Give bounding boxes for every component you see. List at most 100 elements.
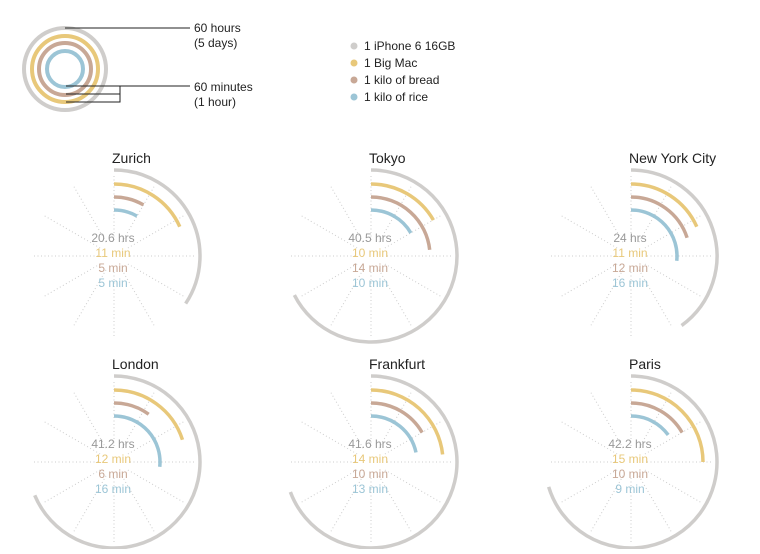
arc-bread — [370, 195, 432, 251]
value-label-iphone: 40.5 hrs — [348, 231, 391, 245]
arc-bread — [630, 401, 684, 434]
arc-iphone — [630, 168, 719, 327]
legend-dot-bread — [350, 76, 358, 84]
spoke — [384, 469, 443, 504]
key-outer-label-2: (5 days) — [194, 36, 237, 50]
spoke — [378, 475, 413, 534]
spoke — [121, 390, 156, 449]
legend-dot-bigmac — [350, 59, 358, 67]
value-label-iphone: 20.6 hrs — [91, 231, 134, 245]
value-label-bread: 5 min — [98, 261, 127, 275]
spoke — [378, 184, 413, 243]
city-title: Frankfurt — [369, 356, 425, 372]
spoke — [644, 263, 703, 298]
spoke — [589, 390, 624, 449]
arc-bigmac — [630, 388, 705, 463]
spoke — [378, 269, 413, 328]
spoke — [378, 390, 413, 449]
arc-iphone — [288, 374, 459, 550]
value-label-bigmac: 11 min — [612, 246, 647, 260]
spoke — [638, 269, 673, 328]
value-label-bigmac: 10 min — [352, 246, 388, 260]
value-label-rice: 5 min — [98, 276, 127, 290]
spoke — [384, 420, 443, 455]
value-label-rice: 9 min — [615, 482, 644, 496]
legend: 1 iPhone 6 16GB 1 Big Mac 1 kilo of brea… — [350, 39, 455, 104]
spoke — [559, 214, 618, 249]
arc-bigmac — [630, 182, 699, 228]
value-label-iphone: 24 hrs — [613, 231, 646, 245]
legend-label-iphone: 1 iPhone 6 16GB — [364, 39, 455, 53]
city-title: London — [112, 356, 159, 372]
value-label-bigmac: 12 min — [95, 452, 131, 466]
key-inner-label-2: (1 hour) — [194, 95, 236, 109]
value-label-bread: 10 min — [352, 467, 388, 481]
spoke — [329, 269, 364, 328]
spoke — [638, 390, 673, 449]
arc-bigmac — [370, 182, 435, 221]
legend-label-bigmac: 1 Big Mac — [364, 56, 417, 70]
spoke — [299, 214, 358, 249]
spoke — [638, 475, 673, 534]
spoke — [329, 184, 364, 243]
spoke — [329, 475, 364, 534]
arc-bigmac — [370, 388, 445, 455]
arc-bread — [630, 195, 689, 239]
arc-rice — [630, 208, 679, 261]
spoke — [72, 475, 107, 534]
legend-label-bread: 1 kilo of bread — [364, 73, 439, 87]
key-diagram: 60 hours (5 days) 60 minutes (1 hour) — [22, 21, 253, 112]
arc-iphone — [546, 374, 719, 550]
spoke — [72, 184, 107, 243]
value-label-iphone: 42.2 hrs — [608, 437, 651, 451]
legend-dot-rice — [350, 93, 358, 101]
value-label-iphone: 41.2 hrs — [91, 437, 134, 451]
arc-iphone — [292, 168, 459, 344]
spoke — [589, 184, 624, 243]
key-bracket-inner — [66, 86, 121, 103]
spoke — [644, 469, 703, 504]
value-label-rice: 10 min — [352, 276, 388, 290]
key-ring-rice — [45, 49, 85, 89]
value-label-iphone: 41.6 hrs — [348, 437, 391, 451]
spoke — [589, 475, 624, 534]
arc-bigmac — [113, 182, 182, 228]
value-label-bread: 14 min — [352, 261, 388, 275]
spoke — [42, 214, 101, 249]
arc-bread — [113, 401, 150, 416]
spoke — [559, 469, 618, 504]
value-label-bigmac: 11 min — [95, 246, 130, 260]
value-label-bigmac: 14 min — [352, 452, 388, 466]
value-label-bread: 12 min — [612, 261, 648, 275]
value-label-rice: 16 min — [95, 482, 131, 496]
spoke — [127, 214, 186, 249]
arc-iphone — [113, 168, 202, 305]
spoke — [559, 263, 618, 298]
arc-rice — [113, 208, 138, 218]
key-ring-bread — [37, 41, 93, 97]
spoke — [589, 269, 624, 328]
arc-bread — [113, 195, 145, 207]
spoke — [127, 263, 186, 298]
spoke — [121, 475, 156, 534]
spoke — [72, 269, 107, 328]
spoke — [329, 390, 364, 449]
key-outer-label-1: 60 hours — [194, 21, 241, 35]
spoke — [299, 469, 358, 504]
city-title: Zurich — [112, 150, 151, 166]
arc-bread — [370, 401, 424, 434]
arc-rice — [113, 414, 162, 467]
spoke — [42, 263, 101, 298]
spoke — [42, 420, 101, 455]
legend-dot-iphone — [350, 42, 358, 50]
spoke — [384, 214, 443, 249]
spoke — [121, 269, 156, 328]
